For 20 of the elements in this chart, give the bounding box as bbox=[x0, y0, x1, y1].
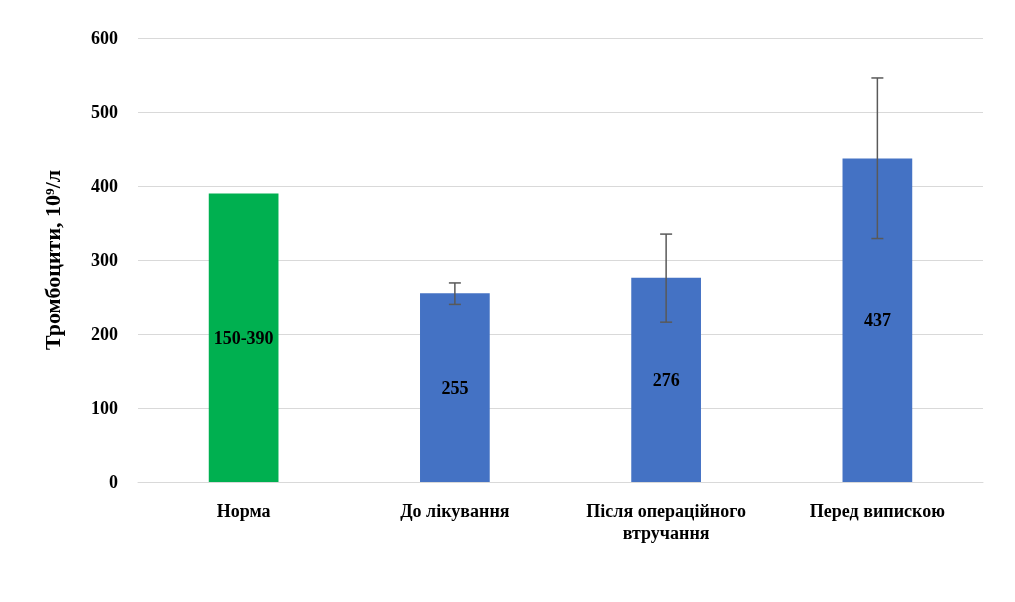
bar bbox=[631, 277, 701, 482]
data-label: 276 bbox=[652, 369, 680, 390]
y-tick-label: 600 bbox=[91, 28, 118, 48]
y-tick-label: 100 bbox=[91, 398, 118, 418]
bar bbox=[420, 293, 490, 482]
y-tick-label: 200 bbox=[91, 324, 118, 344]
data-label: 150-390 bbox=[213, 327, 274, 348]
x-tick-label: Перед випискою bbox=[809, 501, 946, 521]
x-tick-label: До лікування bbox=[400, 501, 510, 521]
data-label: 437 bbox=[863, 310, 891, 331]
x-tick-label: Після операційного втручання bbox=[586, 501, 746, 543]
y-axis-title: Тромбоцити, 10⁹/л bbox=[39, 169, 65, 351]
y-tick-label: 400 bbox=[91, 176, 118, 196]
bar bbox=[208, 193, 279, 482]
x-tick-label: Норма bbox=[216, 501, 271, 521]
data-label: 255 bbox=[441, 377, 469, 398]
y-tick-label: 300 bbox=[91, 250, 118, 270]
y-tick-label: 0 bbox=[109, 472, 118, 492]
y-tick-label: 500 bbox=[91, 102, 118, 122]
bar bbox=[842, 158, 913, 482]
